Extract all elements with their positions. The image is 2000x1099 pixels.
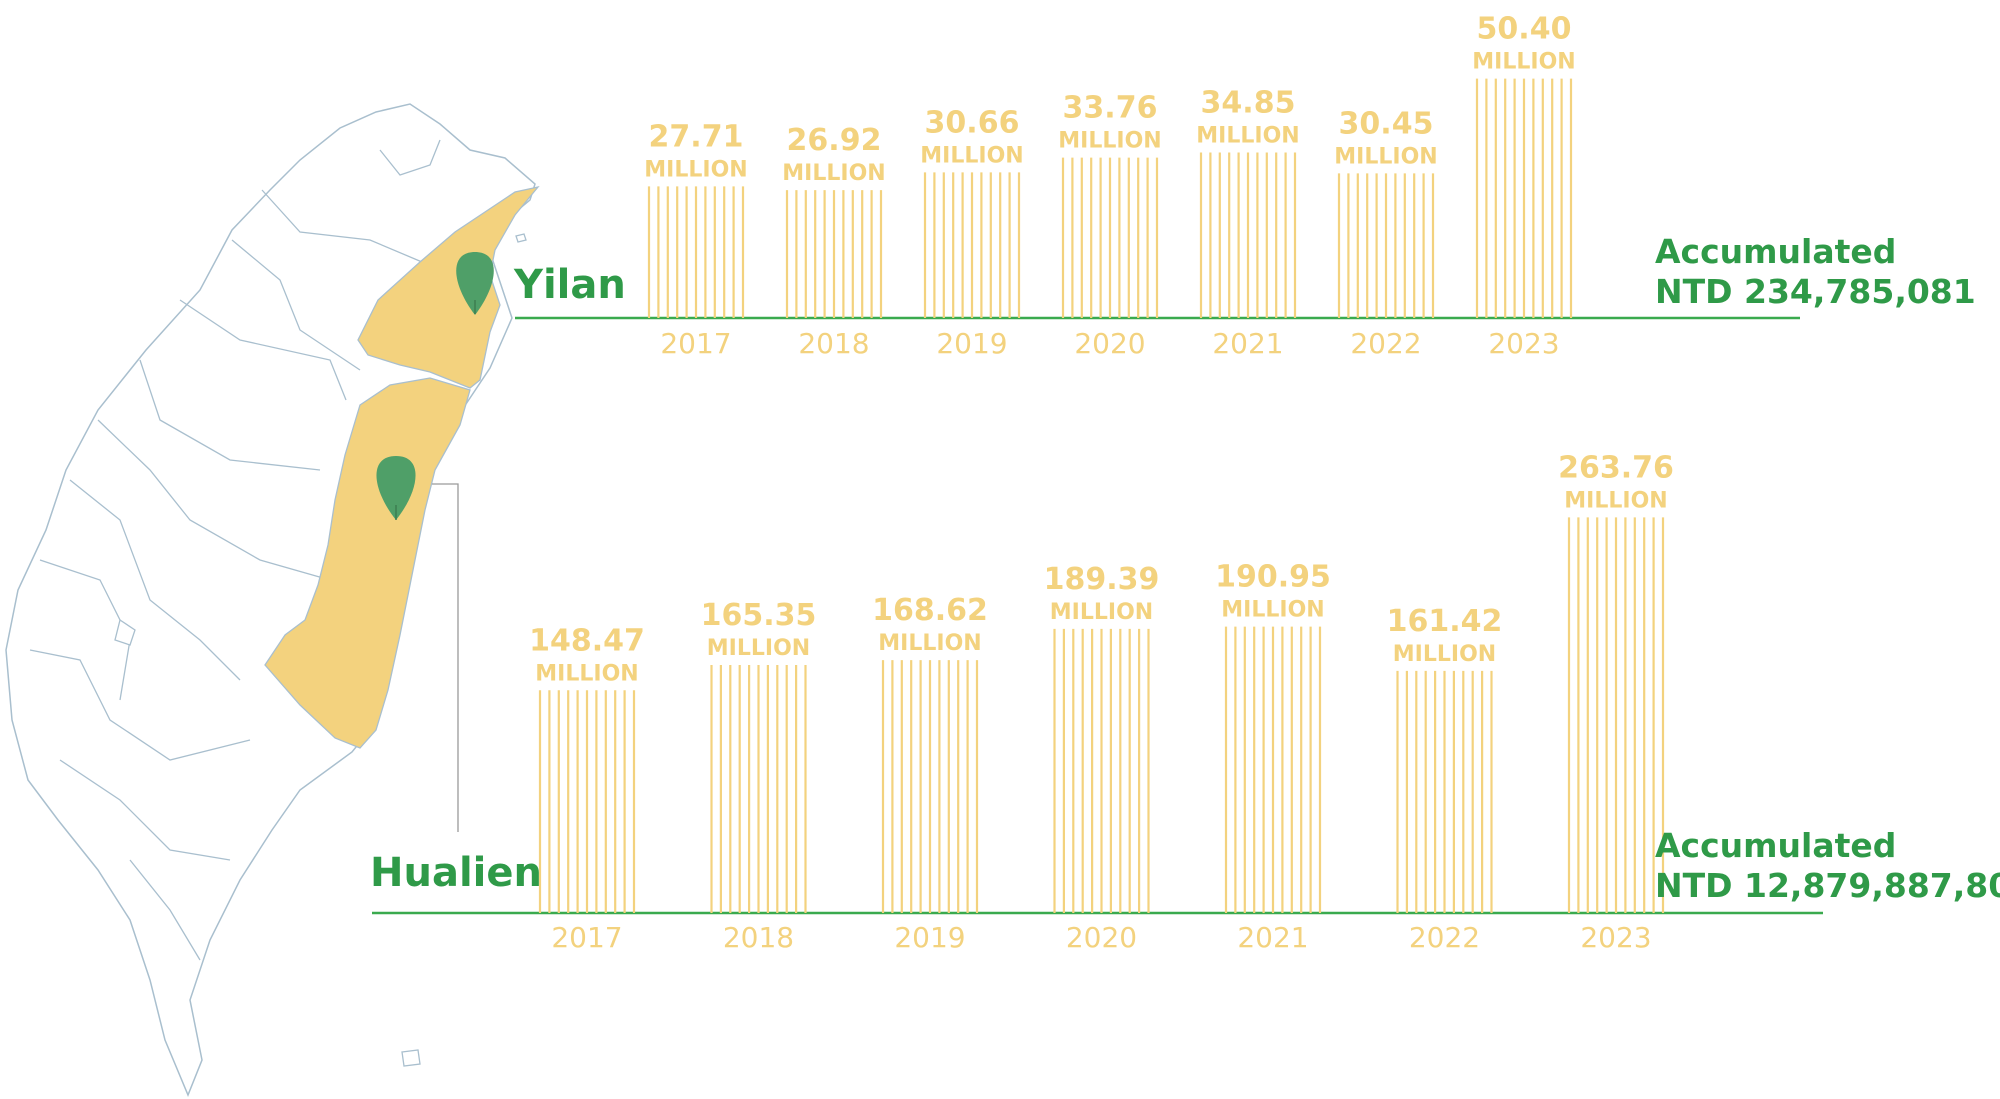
hualien-connector-line	[432, 483, 459, 832]
data-label-value: 189.39	[1044, 562, 1160, 597]
bar-yilan-2018	[785, 190, 883, 318]
hualien-chart: 148.47 MILLION 2017 165.35 MILLION 2018 168.62…	[529, 450, 1674, 954]
data-label-unit: MILLION	[1196, 123, 1299, 148]
x-tick-label: 2022	[1409, 921, 1480, 954]
bar-hualien-2022	[1396, 670, 1493, 913]
bar-hualien-2019	[881, 660, 979, 913]
data-label-value: 165.35	[701, 598, 817, 633]
x-tick-label: 2019	[936, 327, 1007, 360]
data-label-unit: MILLION	[1472, 50, 1575, 75]
accumulated-label: Accumulated	[1655, 232, 1897, 271]
x-tick-label: 2018	[798, 327, 869, 360]
small-island	[114, 618, 136, 646]
x-tick-label: 2018	[723, 921, 794, 954]
data-label-value: 148.47	[529, 623, 645, 658]
x-tick-label: 2021	[1237, 921, 1308, 954]
bar-hualien-2018	[710, 664, 807, 913]
bar-hualien-2023	[1567, 517, 1665, 913]
x-tick-label: 2022	[1350, 327, 1421, 360]
data-label-value: 27.71	[649, 119, 744, 154]
data-label-value: 50.40	[1477, 12, 1572, 47]
bar-yilan-2022	[1337, 173, 1435, 318]
data-label-value: 34.85	[1201, 85, 1296, 120]
data-label-unit: MILLION	[1393, 642, 1496, 667]
yilan-accumulated: Accumulated NTD 234,785,081	[1655, 232, 1976, 312]
region-label-yilan: Yilan	[514, 262, 626, 308]
data-label-value: 168.62	[872, 593, 988, 628]
accumulated-value: NTD 234,785,081	[1655, 272, 1976, 311]
bar-yilan-2017	[647, 186, 745, 318]
county-borders	[29, 139, 441, 961]
accumulated-label: Accumulated	[1655, 826, 1897, 865]
data-label-value: 33.76	[1063, 91, 1158, 126]
data-label-value: 161.42	[1387, 604, 1503, 639]
yilan-chart: 27.71 MILLION 2017 26.92 MILLION 2018 30.66 MIL…	[644, 12, 1575, 360]
region-label-hualien: Hualien	[370, 850, 542, 896]
x-tick-label: 2017	[660, 327, 731, 360]
hualien-accumulated: Accumulated NTD 12,879,887,809	[1655, 826, 2000, 906]
x-tick-label: 2020	[1074, 327, 1145, 360]
bar-yilan-2019	[923, 172, 1021, 318]
data-label-value: 26.92	[787, 123, 882, 158]
x-tick-label: 2021	[1212, 327, 1283, 360]
data-label-value: 30.66	[925, 105, 1020, 140]
bar-hualien-2017	[538, 690, 636, 913]
x-tick-label: 2017	[551, 921, 622, 954]
data-label-unit: MILLION	[1221, 598, 1324, 623]
bar-hualien-2021	[1224, 626, 1322, 913]
data-label-unit: MILLION	[1334, 144, 1437, 169]
bar-yilan-2021	[1199, 152, 1297, 318]
data-label-value: 190.95	[1215, 560, 1331, 595]
data-label-unit: MILLION	[707, 636, 810, 661]
data-label-unit: MILLION	[782, 161, 885, 186]
data-label-value: 263.76	[1558, 450, 1674, 485]
bar-hualien-2020	[1053, 628, 1150, 913]
small-island	[515, 233, 527, 243]
data-label-unit: MILLION	[920, 143, 1023, 168]
location-pin-icon	[456, 252, 494, 315]
x-tick-label: 2019	[894, 921, 965, 954]
x-tick-label: 2020	[1066, 921, 1137, 954]
data-label-unit: MILLION	[1058, 129, 1161, 154]
data-label-unit: MILLION	[878, 631, 981, 656]
bar-yilan-2020	[1061, 157, 1159, 318]
data-label-unit: MILLION	[535, 661, 638, 686]
location-pin-icon	[376, 456, 416, 520]
data-label-value: 30.45	[1339, 106, 1434, 141]
accumulated-value: NTD 12,879,887,809	[1655, 866, 2000, 905]
data-label-unit: MILLION	[644, 157, 747, 182]
bar-yilan-2023	[1475, 78, 1573, 318]
x-tick-label: 2023	[1580, 921, 1651, 954]
data-label-unit: MILLION	[1050, 600, 1153, 625]
hualien-region	[264, 377, 471, 749]
x-tick-label: 2023	[1488, 327, 1559, 360]
data-label-unit: MILLION	[1564, 488, 1667, 513]
small-island	[401, 1049, 421, 1067]
